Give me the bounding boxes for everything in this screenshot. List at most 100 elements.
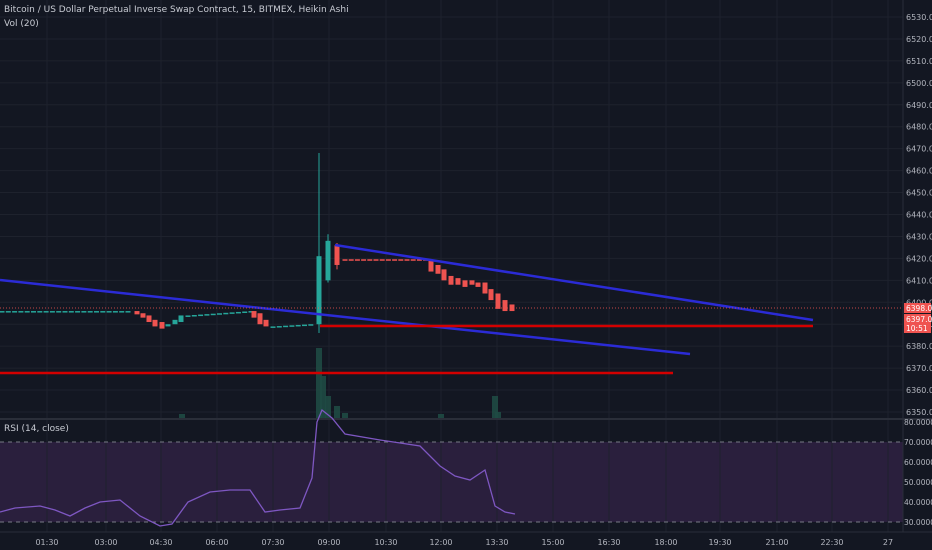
- price-tick-label: 6500.0: [906, 79, 932, 88]
- candle: [316, 256, 322, 325]
- rsi-legend: RSI (14, close): [4, 424, 69, 434]
- candle: [289, 325, 295, 327]
- candle: [43, 311, 49, 313]
- price-tick-label: 6430.0: [906, 232, 932, 241]
- candle: [81, 311, 87, 313]
- candle: [410, 259, 416, 261]
- price-tick-label: 6530.0: [906, 13, 932, 22]
- candle: [488, 289, 494, 301]
- candle: [373, 259, 379, 261]
- time-tick-label: 16:30: [597, 538, 620, 547]
- price-tick-label: 6460.0: [906, 167, 932, 176]
- price-tick-label: 6510.0: [906, 57, 932, 66]
- price-tick-label: 6350.0: [906, 408, 932, 417]
- candle: [295, 324, 301, 327]
- candle: [140, 313, 146, 318]
- candle: [416, 259, 422, 261]
- candle: [62, 311, 68, 313]
- trendline-lower: [0, 278, 691, 356]
- rsi-tick-label: 60.0000: [904, 458, 932, 467]
- price-tick-label: 6400.0: [906, 298, 932, 307]
- rsi-tick-label: 70.0000: [904, 438, 932, 447]
- candle: [68, 311, 74, 313]
- candle: [223, 312, 229, 315]
- time-tick-label: 01:30: [35, 538, 58, 547]
- candle: [482, 282, 488, 294]
- candle: [462, 280, 468, 287]
- candle: [106, 311, 112, 313]
- time-tick-label: 10:30: [374, 538, 397, 547]
- candle: [87, 311, 93, 313]
- candle: [354, 259, 360, 261]
- candle: [235, 311, 241, 314]
- candle: [119, 311, 125, 313]
- candle: [37, 311, 43, 313]
- candle: [428, 260, 434, 272]
- price-tick-label: 6470.0: [906, 145, 932, 154]
- time-tick-label: 19:30: [708, 538, 731, 547]
- candle: [367, 259, 373, 261]
- candle: [475, 282, 481, 287]
- trendline-upper: [334, 243, 814, 322]
- time-tick-label: 07:30: [261, 538, 284, 547]
- price-tick-label: 6450.0: [906, 189, 932, 198]
- candle: [178, 315, 184, 323]
- price-badge: [904, 323, 931, 333]
- time-tick-label: 12:00: [429, 538, 452, 547]
- candle: [257, 313, 263, 325]
- candle: [283, 325, 289, 328]
- candle: [198, 314, 204, 317]
- candle: [302, 324, 307, 327]
- price-tick-label: 6410.0: [906, 276, 932, 285]
- volume-bar: [320, 376, 326, 418]
- volume-bar: [342, 413, 348, 418]
- price-badge-label: 6397.0: [906, 315, 932, 324]
- candle: [276, 326, 282, 328]
- candle: [217, 313, 222, 315]
- volume-bar: [495, 412, 501, 418]
- candle: [263, 319, 269, 327]
- candle: [398, 259, 404, 261]
- candle: [441, 269, 447, 281]
- price-badge-label: 6398.0: [906, 304, 932, 313]
- candle: [455, 278, 461, 285]
- volume-bar: [334, 406, 340, 418]
- price-tick-label: 6520.0: [906, 35, 932, 44]
- rsi-tick-label: 80.0000: [904, 418, 932, 427]
- candle: [134, 311, 140, 315]
- candle: [125, 311, 131, 313]
- time-tick-label: 27: [883, 538, 893, 547]
- price-tick-label: 6490.0: [906, 101, 932, 110]
- candle: [385, 259, 391, 261]
- candle: [404, 259, 410, 261]
- candle: [31, 311, 36, 313]
- candle: [0, 311, 5, 313]
- time-tick-label: 15:00: [541, 538, 564, 547]
- candle: [251, 311, 257, 318]
- price-badge: [904, 314, 931, 324]
- time-tick-label: 04:30: [149, 538, 172, 547]
- candle: [210, 313, 216, 316]
- price-badge-label: 10:51: [906, 324, 928, 333]
- volume-bar: [325, 396, 331, 418]
- time-tick-label: 03:00: [94, 538, 117, 547]
- candle: [12, 311, 18, 313]
- candle: [392, 259, 398, 261]
- candle: [248, 311, 254, 313]
- price-tick-label: 6360.0: [906, 386, 932, 395]
- candle: [100, 311, 106, 313]
- volume-bar: [179, 414, 185, 418]
- candle: [112, 311, 118, 313]
- candle: [49, 311, 55, 313]
- candle: [242, 311, 248, 313]
- candle: [94, 311, 99, 313]
- candle: [191, 315, 197, 317]
- candle: [185, 315, 191, 317]
- rsi-band: [0, 442, 903, 522]
- volume-bar: [492, 396, 498, 418]
- candle: [5, 311, 11, 313]
- candle: [509, 304, 515, 312]
- volume-label: Vol (20): [4, 19, 39, 29]
